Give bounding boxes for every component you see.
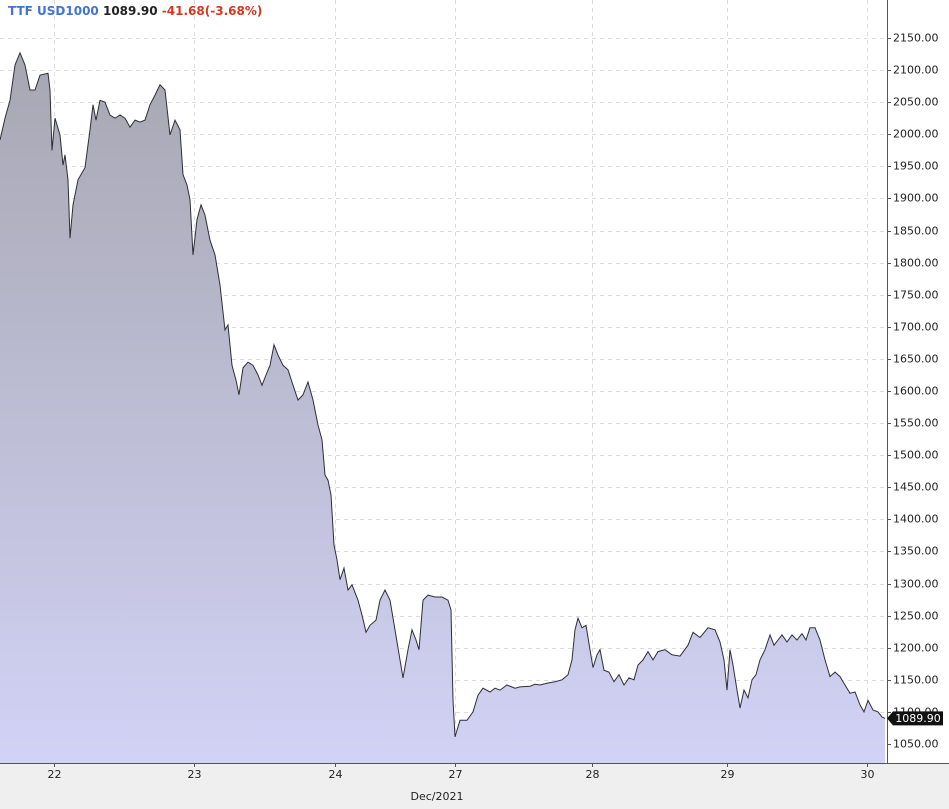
y-tick-label: 1950.00 [893, 160, 939, 173]
y-tick-label: 2150.00 [893, 32, 939, 45]
x-tick-label: 29 [721, 768, 735, 781]
y-tick-label: 1250.00 [893, 610, 939, 623]
area-fill [0, 52, 885, 764]
header: TTF USD1000 1089.90 -41.68(-3.68%) [8, 4, 262, 18]
y-tick-label: 1700.00 [893, 321, 939, 334]
x-tick-label: 28 [586, 768, 600, 781]
x-axis-strip [0, 763, 949, 809]
y-tick-label: 1200.00 [893, 642, 939, 655]
y-tick-label: 1500.00 [893, 449, 939, 462]
y-tick-label: 1900.00 [893, 192, 939, 205]
y-tick-label: 2050.00 [893, 96, 939, 109]
x-axis-label: Dec/2021 [411, 790, 464, 803]
y-tick-label: 1750.00 [893, 289, 939, 302]
x-tick-label: 22 [48, 768, 62, 781]
x-tick-label: 27 [449, 768, 463, 781]
last-price-tag [887, 711, 943, 726]
last-price-tag-label: 1089.90 [895, 712, 941, 725]
y-tick-label: 1350.00 [893, 545, 939, 558]
last-price: 1089.90 [103, 4, 158, 18]
y-tick-label: 2100.00 [893, 64, 939, 77]
symbol: TTF USD1000 [8, 4, 99, 18]
axis-layer: 1050.001100.001150.001200.001250.001300.… [48, 32, 943, 781]
y-tick-label: 1650.00 [893, 353, 939, 366]
y-tick-label: 1400.00 [893, 513, 939, 526]
y-tick-label: 1150.00 [893, 674, 939, 687]
y-tick-label: 1050.00 [893, 738, 939, 751]
x-tick-label: 23 [188, 768, 202, 781]
x-tick-label: 30 [861, 768, 875, 781]
change: -41.68(-3.68%) [162, 4, 263, 18]
price-line [0, 51, 886, 738]
y-tick-label: 1850.00 [893, 225, 939, 238]
y-tick-label: 1300.00 [893, 578, 939, 591]
y-tick-label: 1450.00 [893, 481, 939, 494]
y-tick-label: 2000.00 [893, 128, 939, 141]
y-tick-label: 1550.00 [893, 417, 939, 430]
y-tick-label: 1800.00 [893, 257, 939, 270]
y-tick-label: 1600.00 [893, 385, 939, 398]
x-tick-label: 24 [329, 768, 343, 781]
data-layer [0, 51, 886, 764]
